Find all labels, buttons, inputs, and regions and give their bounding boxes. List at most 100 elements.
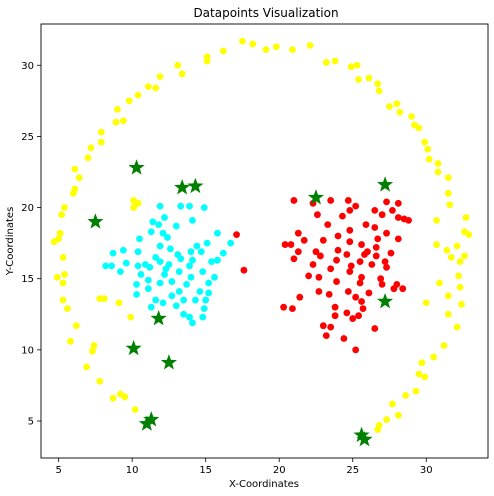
cluster-left-point [187,273,195,281]
cluster-right-point [346,226,354,234]
cluster-right-point [289,305,296,312]
cluster-right-point [383,263,390,271]
cluster-right-point [383,198,390,206]
ring-point [134,199,142,207]
cluster-right-point [325,290,333,298]
y-tick-label: 25 [21,132,34,143]
cluster-left-point [146,263,154,271]
star-point [160,354,178,370]
cluster-right-point [315,288,323,295]
cluster-left-point [203,239,211,247]
ring-point [272,43,280,51]
cluster-right-point [324,221,332,229]
ring-point [87,144,95,152]
ring-point [458,300,465,308]
cluster-left-point [159,299,167,307]
cluster-right-point [344,288,352,295]
x-tick-label: 10 [126,465,139,476]
cluster-right-point [352,202,360,210]
cluster-right-point [331,312,339,320]
x-tick-label: 15 [199,465,212,476]
ring-point [424,145,432,153]
cluster-left-point [156,202,164,210]
ring-point [69,189,77,197]
cluster-right-point [327,265,335,273]
ring-point [219,47,227,55]
series-ring [50,37,473,433]
cluster-right-point [315,273,323,281]
cluster-right-point [240,266,248,274]
star-point [87,213,104,229]
cluster-right-point [327,197,335,204]
cluster-right-point [352,293,360,301]
cluster-left-point [102,262,110,270]
star-point [356,431,373,447]
cluster-right-point [359,305,367,312]
cluster-right-point [358,273,365,281]
cluster-left-point [183,281,190,288]
ring-point [461,252,468,260]
cluster-left-point [152,253,160,261]
cluster-left-point [189,256,196,264]
star-point [376,292,394,309]
cluster-right-point [343,309,351,317]
ring-point [433,216,440,224]
cluster-right-point [287,241,295,248]
cluster-right-point [344,197,352,204]
x-tick-label: 20 [273,465,286,476]
cluster-left-point [219,249,227,257]
ring-point [64,305,71,312]
cluster-left-point [227,239,235,247]
ring-point [178,70,186,78]
series-cluster-left [102,202,235,327]
series-cluster-right [233,197,412,354]
cluster-right-point [358,298,365,305]
cluster-left-point [172,302,180,310]
ring-point [434,168,442,176]
cluster-right-point [340,335,348,342]
ring-point [421,138,429,146]
cluster-right-point [405,216,412,224]
cluster-right-point [314,211,321,219]
ring-point [383,416,390,423]
cluster-left-point [137,271,145,278]
cluster-left-point [147,303,155,311]
ring-point [408,113,415,120]
ring-point [53,273,61,281]
ring-point [96,377,104,385]
x-tick-label: 5 [55,465,61,476]
cluster-left-point [168,278,176,285]
ring-point [415,124,423,132]
ring-point [262,46,270,54]
ring-point [109,394,117,402]
cluster-right-point [361,251,368,258]
cluster-right-point [334,246,342,254]
ring-point [444,310,452,318]
cluster-left-point [156,258,164,266]
cluster-right-point [319,322,327,330]
ring-point [174,61,182,69]
cluster-right-point [333,256,340,264]
cluster-right-point [368,261,376,268]
cluster-left-point [147,228,155,236]
cluster-left-point [200,204,208,211]
cluster-left-point [175,288,183,295]
cluster-right-point [327,323,335,331]
chart-title: Datapoints Visualization [193,6,338,20]
ring-point [446,201,454,209]
star-point [138,415,155,431]
cluster-right-point [377,275,385,283]
ring-point [462,214,470,221]
ring-point [331,57,339,65]
cluster-left-point [187,248,195,256]
cluster-right-point [294,248,302,256]
ring-point [421,373,429,381]
y-tick-label: 30 [21,61,34,72]
cluster-right-point [399,285,407,293]
star-point [125,339,142,356]
cluster-right-point [371,207,379,214]
cluster-left-point [156,279,164,287]
y-tick-label: 15 [21,274,34,285]
cluster-left-point [177,255,185,263]
